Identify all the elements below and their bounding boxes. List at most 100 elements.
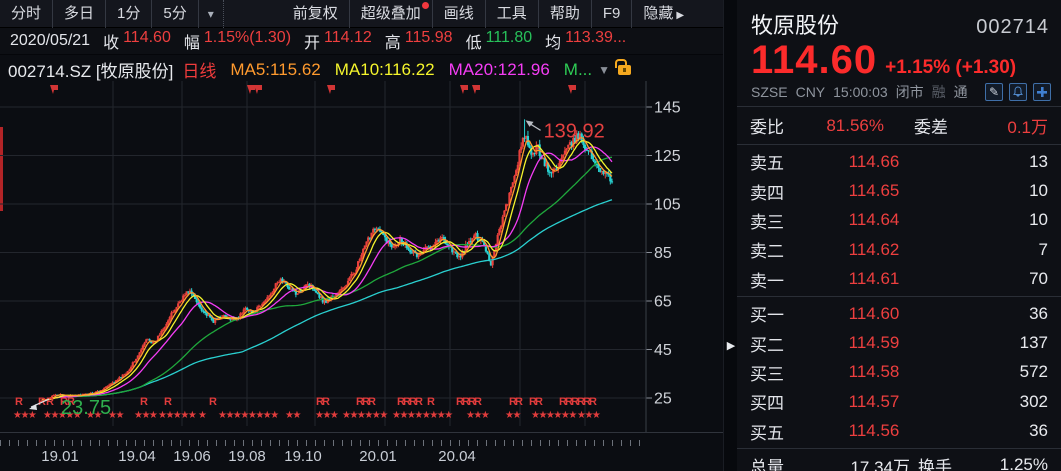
change-amount: (+1.30) — [955, 57, 1017, 78]
book-quantity: 137 — [1019, 333, 1048, 353]
book-price[interactable]: 114.62 — [848, 239, 900, 259]
add-icon[interactable] — [1033, 83, 1051, 101]
x-tick-label: 19.10 — [284, 448, 322, 465]
book-price[interactable]: 114.61 — [848, 269, 900, 289]
order-imbalance-row: 委比 81.56% 委差 0.1万 — [737, 107, 1061, 144]
order-book-row[interactable]: 买四 114.57 302 — [737, 387, 1061, 416]
svg-text:R: R — [468, 396, 476, 408]
book-quantity: 13 — [1029, 151, 1048, 171]
collapse-panel-handle[interactable]: ▶ — [726, 340, 736, 352]
book-quantity: 572 — [1019, 362, 1048, 382]
svg-text:R: R — [571, 396, 579, 408]
candlestick-chart[interactable]: 002714.SZ [牧原股份] 日线 MA5:115.62 MA10:116.2… — [0, 55, 723, 471]
svg-text:R: R — [565, 396, 573, 408]
book-price[interactable]: 114.59 — [848, 333, 900, 353]
bid-book: 买一 114.60 36 买二 114.59 137 买三 114.58 572 买四 114.57… — [737, 297, 1061, 448]
order-book-row[interactable]: 卖五 114.66 13 — [737, 147, 1061, 176]
order-book-row[interactable]: 卖三 114.64 10 — [737, 206, 1061, 235]
ohlc-fields: 收 114.60 幅 1.15%(1.30) 开 114.12 高 115.98 低 111.80… — [90, 29, 626, 53]
svg-text:R: R — [462, 396, 470, 408]
book-level-label: 卖二 — [750, 242, 784, 262]
book-price[interactable]: 114.57 — [848, 391, 900, 411]
x-tick-label: 19.04 — [118, 448, 156, 465]
x-tick-label: 20.01 — [359, 448, 397, 465]
book-price[interactable]: 114.66 — [848, 151, 900, 171]
order-book-row[interactable]: 卖四 114.65 10 — [737, 176, 1061, 205]
book-quantity: 10 — [1029, 210, 1048, 230]
menu-item-5分[interactable]: 5分 — [152, 0, 199, 28]
menu-bar: 分时 多日 1分 5分 ▾ 前复权 超级叠加 画线 工具 帮助 F9 隐藏 ▶ — [0, 0, 723, 28]
ask-book: 卖五 114.66 13 卖四 114.65 10 卖三 114.64 10 卖二 114.62 7 卖… — [737, 145, 1061, 296]
svg-text:R: R — [316, 396, 324, 408]
svg-text:★★★: ★★★ — [315, 410, 339, 421]
menu-item-画线[interactable]: 画线 — [433, 0, 486, 28]
hide-arrow-icon: ▶ — [676, 9, 685, 21]
svg-text:R: R — [60, 396, 68, 408]
svg-text:★★★★★★: ★★★★★★ — [342, 410, 388, 421]
volume-row: 总量 17.34万 换手 1.25% — [737, 453, 1061, 471]
book-level-label: 买四 — [750, 394, 784, 414]
chart-pane: 分时 多日 1分 5分 ▾ 前复权 超级叠加 画线 工具 帮助 F9 隐藏 ▶ 2020/05/21 收… — [0, 0, 723, 471]
book-price[interactable]: 114.65 — [848, 181, 900, 201]
menu-item-分时[interactable]: 分时 — [0, 0, 54, 28]
order-book-row[interactable]: 卖二 114.62 7 — [737, 235, 1061, 264]
book-quantity: 7 — [1038, 239, 1048, 259]
book-price[interactable]: 114.58 — [848, 362, 900, 382]
menu-item-隐藏[interactable]: 隐藏 ▶ — [643, 4, 685, 22]
svg-text:R: R — [415, 396, 423, 408]
book-quantity: 36 — [1029, 421, 1048, 441]
edit-icon[interactable]: ✎ — [985, 83, 1003, 101]
svg-text:R: R — [397, 396, 405, 408]
last-price: 114.60 — [751, 38, 878, 82]
menu-item-1分[interactable]: 1分 — [106, 0, 153, 28]
ma-legend-item: M... — [563, 59, 593, 79]
book-level-label: 买二 — [750, 335, 784, 355]
alert-bell-icon[interactable] — [1009, 83, 1027, 101]
order-book-row[interactable]: 买五 114.56 36 — [737, 417, 1061, 446]
menu-item-帮助[interactable]: 帮助 — [539, 0, 592, 28]
svg-text:R: R — [583, 396, 591, 408]
book-price[interactable]: 114.56 — [848, 421, 900, 441]
svg-text:R: R — [589, 396, 597, 408]
svg-text:★★★★★★★★: ★★★★★★★★ — [392, 410, 453, 421]
svg-text:R: R — [67, 396, 75, 408]
info-label: 幅 — [183, 35, 200, 52]
ma-legend: MA5:115.62 MA10:116.22 MA20:121.96 M... — [216, 60, 592, 80]
x-tick-label: 19.08 — [228, 448, 266, 465]
menu-item-前复权[interactable]: 前复权 — [282, 0, 350, 28]
menu-item-多日[interactable]: 多日 — [53, 0, 107, 28]
book-price[interactable]: 114.60 — [848, 303, 900, 323]
quote-panel: 牧原股份 002714 114.60 +1.15% (+1.30) SZSE C… — [737, 0, 1061, 471]
exchange-label: SZSE — [751, 84, 788, 100]
svg-text:R: R — [456, 396, 464, 408]
menu-item-工具[interactable]: 工具 — [486, 0, 539, 28]
svg-text:R: R — [515, 396, 523, 408]
info-value: 114.60 — [123, 29, 171, 46]
info-label: 低 — [465, 35, 482, 52]
book-level-label: 买三 — [750, 364, 784, 384]
chart-period-label[interactable]: 日线 — [182, 62, 217, 81]
menu-item-F9[interactable]: F9 — [592, 0, 633, 28]
svg-text:R: R — [403, 396, 411, 408]
svg-text:139.92: 139.92 — [544, 120, 605, 142]
menu-item-超级叠加[interactable]: 超级叠加 — [350, 0, 433, 28]
order-book-row[interactable]: 买一 114.60 36 — [737, 299, 1061, 328]
svg-text:R: R — [559, 396, 567, 408]
info-value: 111.80 — [485, 29, 533, 46]
chevron-down-icon[interactable]: ▼ — [598, 62, 611, 77]
svg-text:★★: ★★ — [505, 410, 521, 421]
weibi-value: 81.56% — [826, 115, 884, 135]
order-book-row[interactable]: 买二 114.59 137 — [737, 328, 1061, 357]
unlock-icon[interactable] — [615, 58, 632, 75]
order-book-row[interactable]: 卖一 114.61 70 — [737, 265, 1061, 294]
period-dropdown-button[interactable]: ▾ — [199, 0, 224, 28]
book-quantity: 70 — [1029, 269, 1048, 289]
order-book-row[interactable]: 买三 114.58 572 — [737, 358, 1061, 387]
svg-text:R: R — [509, 396, 517, 408]
info-value: 114.12 — [324, 29, 372, 46]
info-label: 收 — [103, 35, 120, 52]
svg-text:R: R — [140, 396, 148, 408]
book-price[interactable]: 114.64 — [848, 210, 900, 230]
